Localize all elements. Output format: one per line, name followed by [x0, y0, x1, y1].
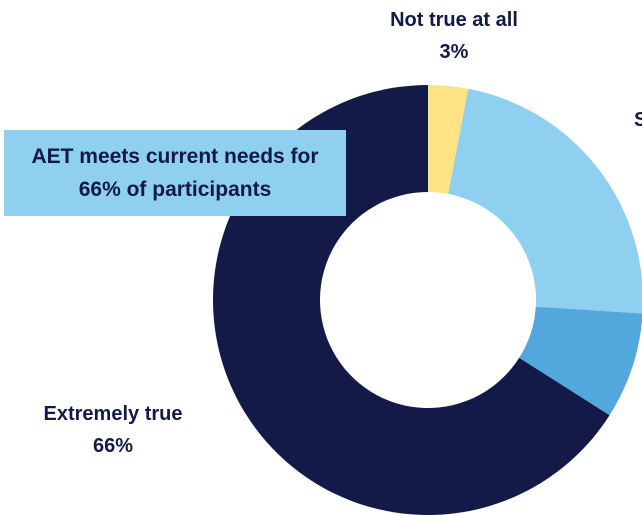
- slice-label-name: Not true at all: [390, 9, 518, 31]
- donut-slice-1: [448, 88, 642, 314]
- slice-label-truncated: S: [634, 109, 642, 131]
- slice-label-name: Extremely true: [43, 403, 183, 425]
- callout-box: AET meets current needs for 66% of parti…: [4, 130, 346, 216]
- slice-label-extremely-true: Extremely true 66%: [18, 398, 208, 462]
- callout-line-1: AET meets current needs for: [31, 145, 319, 168]
- callout-line-2: 66% of participants: [78, 178, 272, 201]
- donut-slice-2: [519, 306, 642, 416]
- slice-label-percent: 66%: [92, 435, 134, 457]
- donut-slice-0: [428, 85, 469, 194]
- slice-label-percent: 3%: [439, 41, 469, 63]
- slice-label-not-true-at-all: Not true at all 3%: [372, 4, 536, 68]
